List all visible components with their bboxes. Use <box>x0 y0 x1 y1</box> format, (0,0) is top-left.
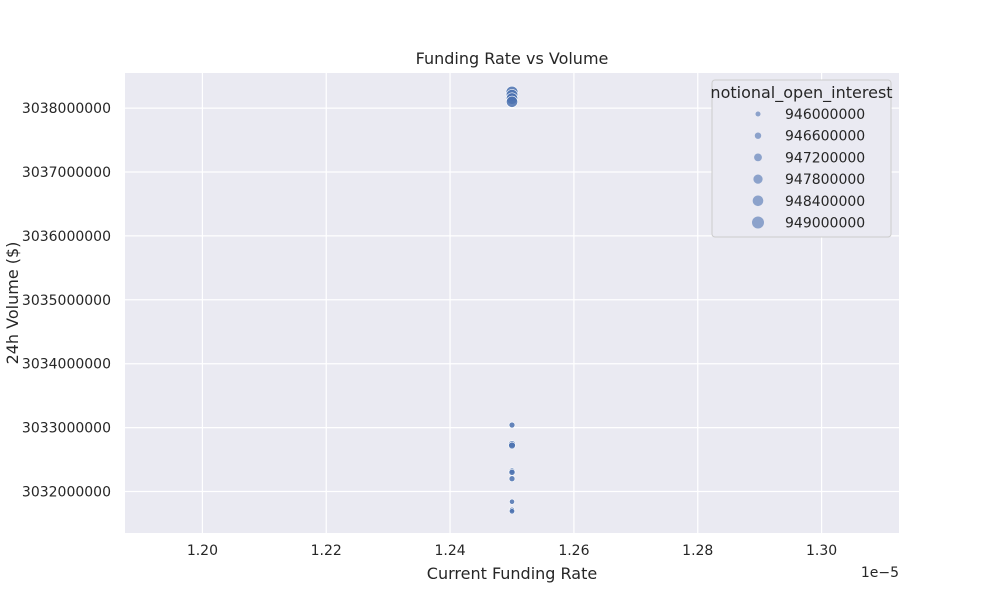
x-axis-offset-label: 1e−5 <box>861 565 899 581</box>
y-tick-label: 3035000000 <box>22 293 111 309</box>
legend-marker <box>754 132 762 139</box>
legend-marker <box>752 216 764 229</box>
y-tick-label: 3036000000 <box>22 229 111 245</box>
legend-entry-label: 949000000 <box>785 216 865 232</box>
legend-entry-label: 947800000 <box>785 172 865 188</box>
x-tick-label: 1.20 <box>187 543 218 559</box>
x-axis-label: Current Funding Rate <box>427 564 597 583</box>
legend-entry-label: 946000000 <box>785 107 865 123</box>
y-tick-label: 3037000000 <box>22 165 111 181</box>
scatter-point <box>509 498 515 505</box>
scatter-point <box>508 468 516 476</box>
legend-entry-label: 947200000 <box>785 150 865 166</box>
legend-marker <box>753 174 763 184</box>
x-tick-label: 1.22 <box>311 543 342 559</box>
legend: notional_open_interest 946000000 94660000… <box>710 79 893 238</box>
chart-title: Funding Rate vs Volume <box>416 49 609 68</box>
y-tick-label: 3034000000 <box>22 357 111 373</box>
legend-marker <box>755 111 761 117</box>
y-axis-label: 24h Volume ($) <box>3 242 22 365</box>
scatter-point <box>508 421 516 429</box>
x-tick-label: 1.28 <box>682 543 713 559</box>
ticks-layer: 1.20 1.22 1.24 1.26 1.28 1.30 3032000000 303300… <box>22 101 837 559</box>
x-tick-label: 1.26 <box>558 543 589 559</box>
y-tick-label: 3033000000 <box>22 421 111 437</box>
legend-title: notional_open_interest <box>710 83 892 103</box>
legend-marker <box>752 195 764 207</box>
scatter-point <box>508 441 516 450</box>
x-tick-label: 1.24 <box>434 543 465 559</box>
legend-entry-label: 946600000 <box>785 129 865 145</box>
scatter-point <box>506 95 518 108</box>
scatter-point <box>508 475 516 482</box>
scatter-point <box>508 508 516 515</box>
points-layer <box>505 85 519 515</box>
legend-entry-label: 948400000 <box>785 194 865 210</box>
y-tick-label: 3038000000 <box>22 101 111 117</box>
legend-items: 946000000 946600000 947200000 947800000 9484… <box>752 107 865 232</box>
legend-marker <box>754 153 762 162</box>
y-tick-label: 3032000000 <box>22 484 111 500</box>
x-tick-label: 1.30 <box>806 543 837 559</box>
